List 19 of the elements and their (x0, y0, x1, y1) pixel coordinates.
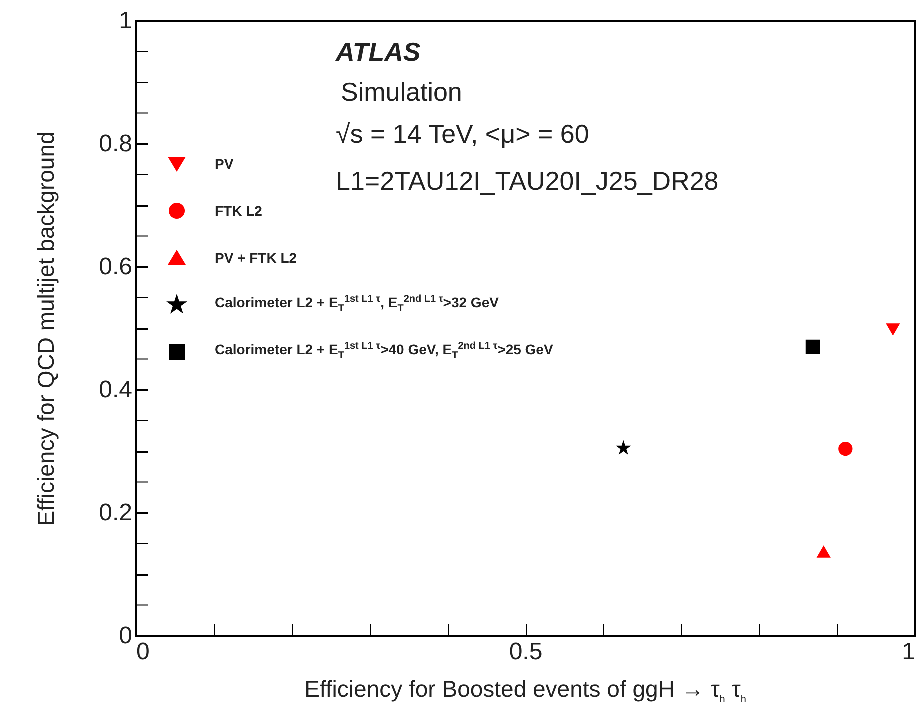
x-axis-title: Efficiency for Boosted events of ggH → τ$_{h}$ τ$_{h}$ (304, 676, 748, 706)
legend-label: Calorimeter L2 + E$_{T}$$^{1st L1 τ}$, E$_{T}$$^{2nd L1 τ}$>32 GeV (215, 294, 499, 315)
y-tick-label: 0.8 (99, 130, 132, 158)
x-tick-label: 1 (902, 638, 916, 666)
legend-label: PV + FTK L2 (215, 250, 298, 266)
y-tick-label: 0.6 (99, 254, 132, 280)
y-tick-label: 1 (119, 8, 132, 34)
annotation: ATLAS (335, 37, 422, 67)
x-tick-label: 0.5 (509, 638, 543, 666)
y-axis-title: Efficiency for QCD multijet background (33, 132, 60, 526)
legend-label: Calorimeter L2 + E$_{T}$$^{1st L1 τ}$>40 GeV, E$_{T}$$^{2nd L1 τ}$>25 GeV (215, 341, 554, 362)
annotation: L1=2TAU12I_TAU20I_J25_DR28 (336, 166, 719, 196)
y-tick-label: 0.4 (99, 376, 132, 404)
legend-label: FTK L2 (215, 202, 262, 218)
legend-label: PV (215, 156, 234, 172)
x-tick-label: 0 (136, 638, 150, 666)
y-tick-label: 0.2 (99, 500, 132, 526)
annotation: √s = 14 TeV, <μ> = 60 (336, 119, 590, 149)
annotation: Simulation (341, 77, 462, 107)
